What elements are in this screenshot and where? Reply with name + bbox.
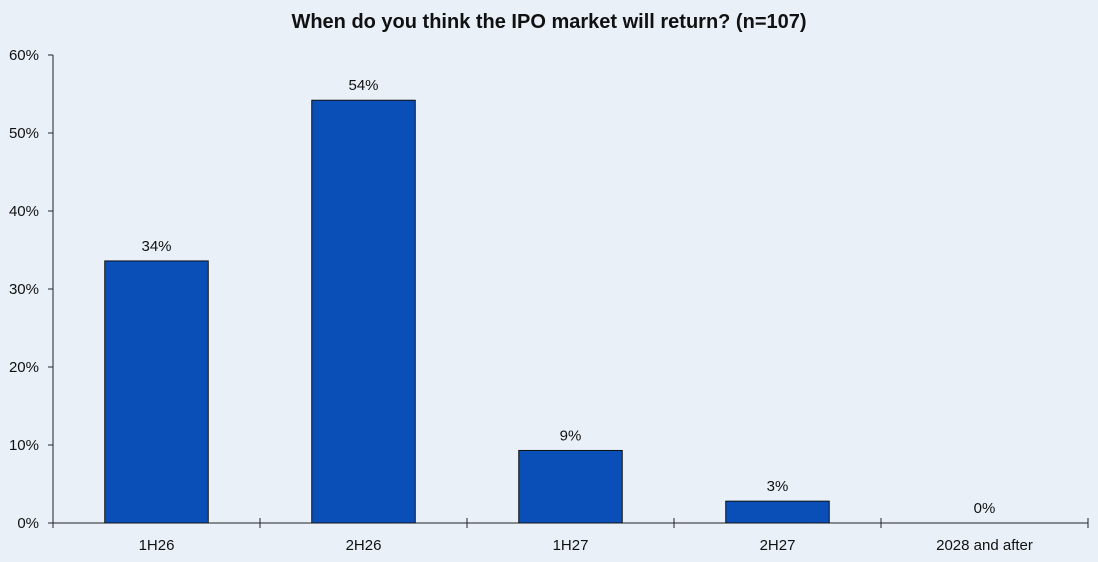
bars — [104, 99, 830, 524]
data-labels: 34% 54% 9% 3% 0% — [141, 77, 995, 517]
data-label: 3% — [767, 478, 789, 495]
y-tick-label: 60% — [9, 47, 39, 64]
y-tick-label: 10% — [9, 437, 39, 454]
x-tick-label: 2H27 — [760, 537, 796, 554]
y-tick-label: 30% — [9, 281, 39, 298]
data-label: 0% — [974, 500, 996, 517]
x-tick-label: 1H27 — [553, 537, 589, 554]
bar — [725, 500, 830, 524]
bar — [518, 449, 623, 524]
y-tick-label: 40% — [9, 203, 39, 220]
chart-title: When do you think the IPO market will re… — [291, 11, 806, 33]
y-tick-label: 50% — [9, 125, 39, 142]
data-label: 54% — [348, 77, 378, 94]
data-label: 9% — [560, 427, 582, 444]
x-tick-label: 1H26 — [139, 537, 175, 554]
y-tick-label: 20% — [9, 359, 39, 376]
y-axis: 0% 10% 20% 30% 40% 50% 60% — [9, 47, 54, 532]
y-tick-label: 0% — [17, 515, 39, 532]
x-tick-label: 2H26 — [346, 537, 382, 554]
data-label: 34% — [141, 238, 171, 255]
bar — [311, 99, 416, 524]
x-tick-label: 2028 and after — [936, 537, 1033, 554]
bar — [104, 260, 209, 524]
